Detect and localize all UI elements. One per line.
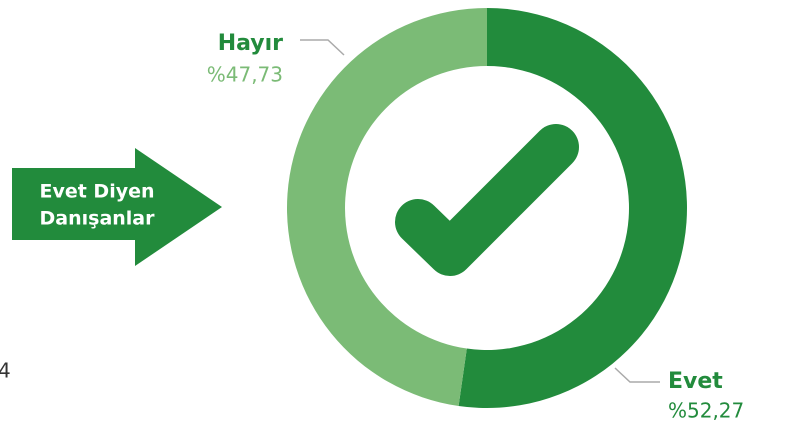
label: Evet [668,369,723,394]
value-label: %47,73 [207,63,283,87]
leader-line [300,39,345,56]
arrow [12,148,222,266]
label: Hayır [218,31,283,56]
leader-line [614,367,660,383]
check-icon [395,124,579,276]
annotation: Evet Diyen [39,181,154,203]
clipped-label: 4 [0,359,11,383]
donut [286,8,687,408]
value-label: %52,27 [668,399,744,423]
wedge [286,8,487,406]
annotation: Danışanlar [40,208,156,230]
wedge [458,8,687,408]
